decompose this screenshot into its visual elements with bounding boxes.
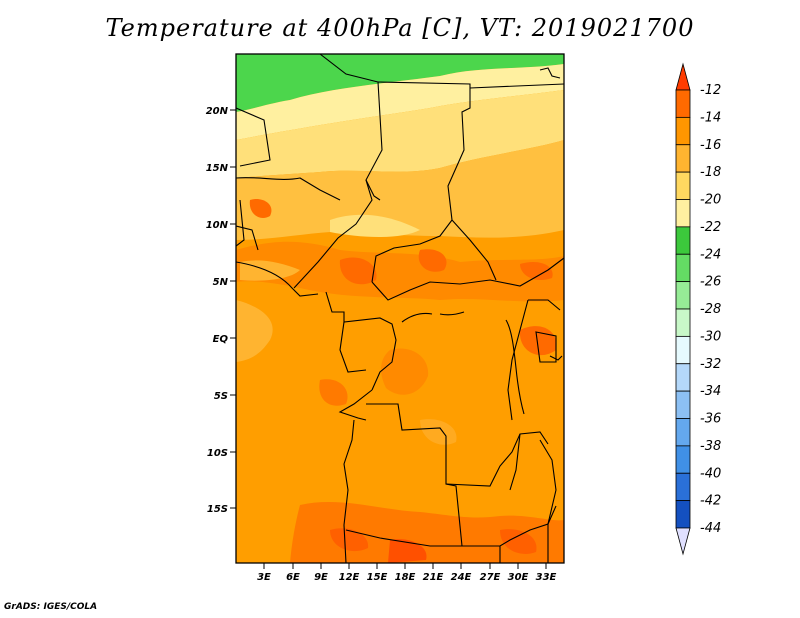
lat-label-5s: 5S <box>214 391 228 402</box>
country-borders <box>236 54 564 563</box>
colorbar-label: -18 <box>700 165 721 180</box>
colorbar-bin <box>675 116 691 146</box>
colorbar-bin <box>675 500 691 529</box>
colorbar-arrow-bottom <box>675 527 691 556</box>
colorbar: -12 -14 -16 -18 -20 -22 -24 -26 -28 -30 -32 -34 -36 -… <box>675 62 721 556</box>
lat-label-15n: 15N <box>206 163 229 174</box>
map-frame <box>235 53 565 564</box>
colorbar-bin <box>675 281 691 310</box>
colorbar-label: -32 <box>700 357 721 372</box>
lon-label-33e: 33E <box>536 572 557 583</box>
colorbar-bin <box>675 472 691 502</box>
lon-label-15e: 15E <box>367 572 388 583</box>
colorbar-bin <box>675 363 691 392</box>
colorbar-label: -42 <box>700 494 721 509</box>
colorbar-bin <box>675 335 691 365</box>
colorbar-bin <box>675 418 691 447</box>
colorbar-label: -28 <box>700 302 721 317</box>
colorbar-bin <box>675 253 691 283</box>
colorbar-label: -22 <box>700 220 721 235</box>
colorbar-arrow-top <box>675 62 691 91</box>
latitude-axis: 20N 15N 10N 5N EQ 5S 10S 15S <box>206 106 236 515</box>
lat-label-15s: 15S <box>207 504 228 515</box>
colorbar-label: -20 <box>700 193 721 208</box>
lat-label-10s: 10S <box>207 448 228 459</box>
colorbar-label: -16 <box>700 138 721 153</box>
colorbar-bin <box>675 171 691 200</box>
lon-label-21e: 21E <box>423 572 444 583</box>
temperature-field <box>236 54 564 563</box>
colorbar-label: -14 <box>700 110 721 125</box>
colorbar-label: -12 <box>700 83 721 98</box>
colorbar-label: -44 <box>700 521 721 536</box>
colorbar-bin <box>675 89 691 118</box>
lon-label-3e: 3E <box>257 572 271 583</box>
colorbar-label: -24 <box>700 247 721 262</box>
lon-label-6e: 6E <box>286 572 300 583</box>
lat-label-20n: 20N <box>206 106 229 117</box>
colorbar-label: -34 <box>700 384 721 399</box>
lon-label-18e: 18E <box>395 572 416 583</box>
colorbar-bin <box>675 308 691 337</box>
lon-label-9e: 9E <box>314 572 328 583</box>
colorbar-label: -38 <box>700 439 721 454</box>
lon-label-27e: 27E <box>480 572 501 583</box>
colorbar-label: -36 <box>700 412 721 427</box>
colorbar-bin <box>675 144 691 173</box>
lat-label-10n: 10N <box>206 220 229 231</box>
colorbar-label: -26 <box>700 275 721 290</box>
colorbar-label: -30 <box>700 329 721 344</box>
lat-label-eq: EQ <box>213 334 229 345</box>
lat-label-5n: 5N <box>213 277 229 288</box>
credit-label: GrADS: IGES/COLA <box>4 602 98 612</box>
colorbar-bin <box>675 445 691 474</box>
colorbar-label: -40 <box>700 466 721 481</box>
colorbar-bin <box>675 199 691 228</box>
colorbar-bin <box>675 226 691 255</box>
lon-label-24e: 24E <box>451 572 472 583</box>
longitude-axis: 3E 6E 9E 12E 15E 18E 21E 24E 27E 30E 33E <box>257 563 557 583</box>
map-title: Temperature at 400hPa [C], VT: 201902170… <box>105 14 695 42</box>
colorbar-bin <box>675 390 691 419</box>
lon-label-30e: 30E <box>508 572 529 583</box>
lon-label-12e: 12E <box>339 572 360 583</box>
